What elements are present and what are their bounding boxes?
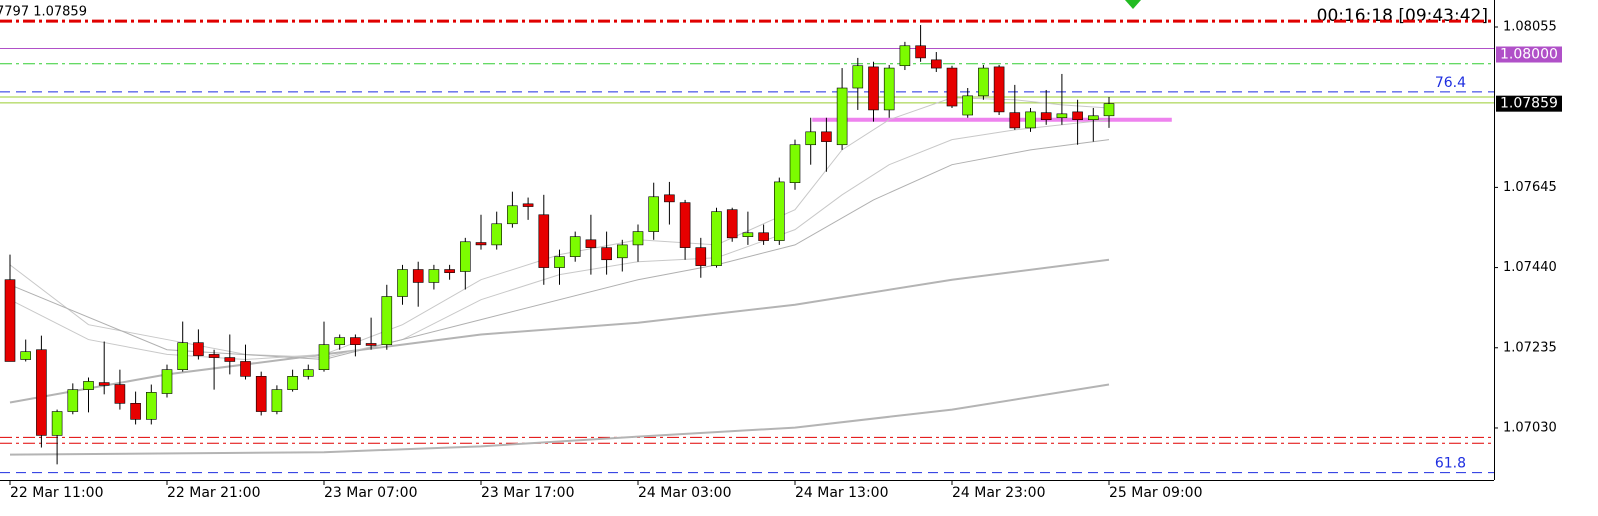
candle-body xyxy=(365,343,377,346)
candle-body xyxy=(208,354,220,358)
candle-body xyxy=(978,67,989,97)
candle-body xyxy=(1009,112,1021,129)
x-tick-label: 22 Mar 21:00 xyxy=(167,485,260,501)
candle-body xyxy=(1025,111,1036,129)
candle-body xyxy=(664,194,675,203)
candle-body xyxy=(868,66,879,111)
candle-body xyxy=(412,269,424,283)
candle-body xyxy=(1056,113,1068,119)
candle-body xyxy=(773,181,785,241)
candle-body xyxy=(20,351,32,360)
level-label: 76.4 xyxy=(1435,75,1466,91)
candle-body xyxy=(193,342,204,356)
candle-body xyxy=(350,337,361,345)
candle-body xyxy=(161,369,173,394)
y-tick-label: 1.07440 xyxy=(1503,260,1557,275)
clock-text: 00:16:18 [09:43:42] xyxy=(1317,6,1488,26)
candle-body xyxy=(805,131,817,146)
candle-body xyxy=(616,244,628,259)
candle-body xyxy=(334,337,346,345)
candle-body xyxy=(4,279,16,362)
x-tick-label: 25 Mar 09:00 xyxy=(1109,485,1202,501)
marker-triangle xyxy=(1125,0,1141,9)
candle-body xyxy=(302,369,314,377)
candle-body xyxy=(522,203,534,207)
candle-body xyxy=(83,381,94,390)
candle-body xyxy=(962,95,974,116)
candle-body xyxy=(993,66,1005,113)
candle-body xyxy=(695,247,707,266)
candle-body xyxy=(821,131,832,142)
y-tick-label: 1.07235 xyxy=(1503,340,1557,355)
candle-body xyxy=(51,411,63,436)
candle-body xyxy=(554,256,565,268)
candle-body xyxy=(507,205,518,225)
candle-body xyxy=(632,231,644,246)
x-tick-label: 22 Mar 11:00 xyxy=(10,485,103,501)
candle-body xyxy=(569,236,581,257)
candle-body xyxy=(1040,112,1052,121)
level-tag: 1.08000 xyxy=(1500,47,1558,63)
candle-body xyxy=(287,376,298,390)
candle-body xyxy=(67,389,79,412)
candle-body xyxy=(36,349,47,436)
candle-body xyxy=(852,65,864,89)
price-tag: 1.07859 xyxy=(1500,96,1558,112)
candle-body xyxy=(758,232,769,241)
level-tag-box xyxy=(1496,46,1562,63)
candle-body xyxy=(255,376,267,412)
ma-line xyxy=(9,383,1110,456)
candle-body xyxy=(114,384,126,404)
candle-body xyxy=(726,209,738,239)
candle-body xyxy=(459,241,471,272)
candle-body xyxy=(789,144,801,183)
candle-body xyxy=(946,67,958,107)
y-tick-label: 1.08055 xyxy=(1503,19,1557,34)
candle-body xyxy=(711,211,722,266)
candle-body xyxy=(742,232,754,237)
y-tick-label: 1.07645 xyxy=(1503,180,1557,195)
price-tag-box xyxy=(1496,95,1562,112)
candle-body xyxy=(899,45,911,67)
candle-body xyxy=(130,403,141,420)
candle-body xyxy=(98,382,110,386)
candle-body xyxy=(491,223,503,246)
x-tick-label: 23 Mar 07:00 xyxy=(324,485,417,501)
candle-body xyxy=(428,269,440,283)
candle-body xyxy=(1088,115,1099,121)
candle-body xyxy=(538,214,550,268)
candle-body xyxy=(1072,111,1083,121)
candle-body xyxy=(146,392,157,420)
level-label: 61.8 xyxy=(1435,456,1466,472)
candle-body xyxy=(475,242,487,246)
candle-body xyxy=(836,87,848,146)
candle-body xyxy=(585,239,597,248)
candle-body xyxy=(679,202,691,248)
candle-body xyxy=(444,269,455,273)
candle-body xyxy=(397,269,408,297)
candle-body xyxy=(224,357,236,362)
candle-body xyxy=(915,45,926,59)
candle-body xyxy=(271,389,283,412)
candle-body xyxy=(930,59,942,69)
x-tick-label: 23 Mar 17:00 xyxy=(481,485,574,501)
x-tick-label: 24 Mar 03:00 xyxy=(638,485,731,501)
candle-body xyxy=(240,361,251,377)
x-tick-label: 24 Mar 23:00 xyxy=(952,485,1045,501)
x-tick-label: 24 Mar 13:00 xyxy=(795,485,888,501)
header-text: 7797 1.07859 xyxy=(0,5,87,20)
candle-body xyxy=(381,296,393,345)
y-tick-label: 1.07030 xyxy=(1503,420,1557,435)
candle-body xyxy=(883,67,895,111)
candle-body xyxy=(318,344,330,370)
candle-body xyxy=(1103,103,1115,117)
ma-line xyxy=(9,258,1110,404)
candle-body xyxy=(648,196,660,232)
candle-body xyxy=(601,247,612,261)
candle-body xyxy=(177,342,188,370)
